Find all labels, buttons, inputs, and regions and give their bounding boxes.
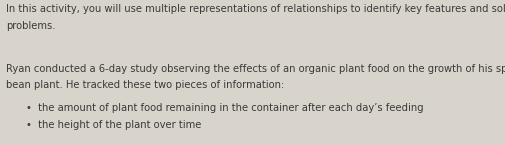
- Text: •  the height of the plant over time: • the height of the plant over time: [26, 120, 201, 130]
- Text: In this activity, you will use multiple representations of relationships to iden: In this activity, you will use multiple …: [6, 4, 505, 14]
- Text: problems.: problems.: [6, 21, 56, 31]
- Text: bean plant. He tracked these two pieces of information:: bean plant. He tracked these two pieces …: [6, 80, 284, 90]
- Text: •  the amount of plant food remaining in the container after each day’s feeding: • the amount of plant food remaining in …: [26, 103, 423, 113]
- Text: Ryan conducted a 6-day study observing the effects of an organic plant food on t: Ryan conducted a 6-day study observing t…: [6, 64, 505, 74]
